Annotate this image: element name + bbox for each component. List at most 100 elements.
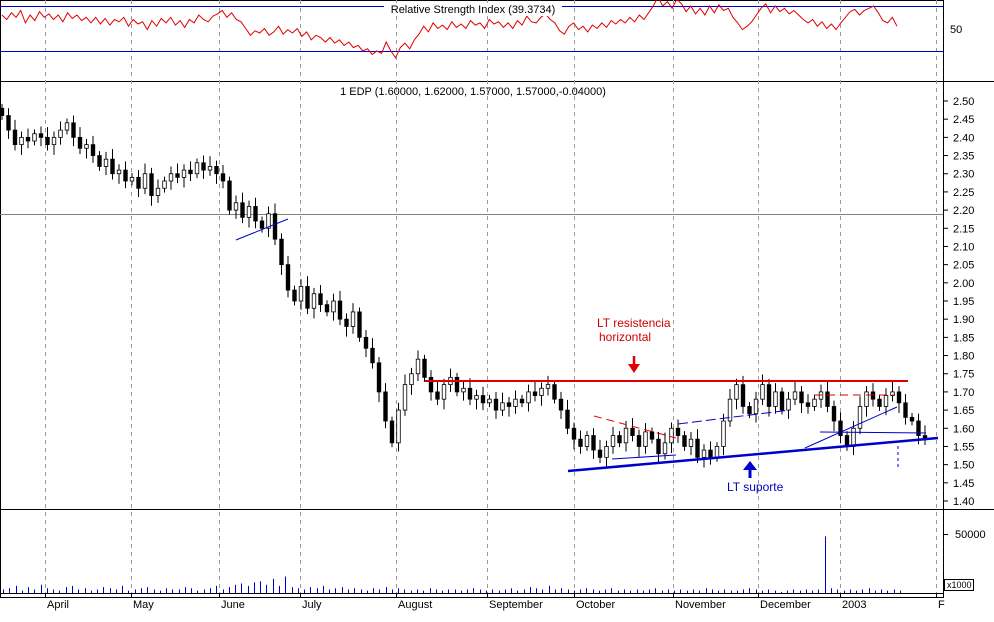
resistance-label-line2: horizontal (599, 330, 651, 344)
candle-body (688, 438, 694, 447)
candle-body (64, 122, 70, 131)
candle-body (194, 162, 200, 175)
candle-body (136, 176, 141, 189)
minor-resist-1 (593, 415, 677, 439)
price-tick-label: 2.50 (953, 96, 974, 108)
candle-body (760, 384, 765, 400)
candle-body (376, 362, 382, 393)
candle-body (818, 391, 824, 400)
candle-body (363, 336, 369, 349)
candle-body (773, 391, 778, 407)
price-tick-label: 1.90 (953, 314, 974, 326)
month-label: December (760, 599, 811, 611)
candle-body (266, 213, 271, 229)
candle-body (149, 173, 154, 196)
candle-body (831, 406, 837, 422)
candle-body (539, 387, 544, 396)
candle-body (344, 318, 349, 327)
candle-body (721, 420, 726, 447)
candle-body (246, 206, 252, 218)
candle-body (214, 166, 219, 175)
candle-body (558, 398, 564, 411)
candle-body (58, 129, 63, 138)
minor-trendline-4 (804, 406, 898, 449)
price-tick-label: 2.45 (953, 114, 974, 126)
candle-body (402, 384, 408, 411)
volume-unit-box (944, 579, 974, 591)
candle-body (467, 387, 473, 400)
candle-body (129, 176, 135, 182)
price-tick-label: 1.40 (953, 496, 974, 508)
candle-body (0, 107, 5, 116)
candle-body (415, 358, 421, 375)
candle-body (305, 286, 310, 309)
price-tick-label: 1.55 (953, 441, 974, 453)
candle-body (727, 398, 733, 422)
price-tick-label: 1.45 (953, 478, 974, 490)
candle-body (181, 169, 187, 178)
candle-body (298, 286, 304, 302)
candle-body (864, 391, 869, 407)
candle-body (903, 402, 908, 418)
candle-body (584, 435, 590, 447)
candle-body (493, 398, 499, 411)
candle-body (428, 376, 434, 393)
candle-body (825, 391, 830, 407)
candle-body (253, 206, 258, 222)
candle-body (188, 169, 193, 175)
month-label: November (675, 599, 726, 611)
candle-body (630, 427, 635, 436)
candle-body (753, 398, 759, 415)
chart-frame (0, 0, 994, 598)
month-label: August (398, 599, 432, 611)
month-gridlines (45, 0, 937, 593)
candle-body (435, 391, 440, 400)
support-arrow (743, 461, 757, 478)
volume-y-tick: 50000 (955, 529, 986, 541)
month-label: 2003 (842, 599, 866, 611)
price-tick-label: 1.60 (953, 423, 974, 435)
price-tick-label: 2.40 (953, 132, 974, 144)
candle-body (422, 358, 427, 378)
candle-body (805, 402, 811, 407)
candle-body (610, 435, 616, 447)
candle-body (292, 289, 297, 302)
candle-body (656, 438, 661, 455)
candle-body (799, 391, 804, 404)
candle-body (38, 133, 44, 138)
candle-body (324, 304, 330, 313)
price-tick-label: 2.00 (953, 278, 974, 290)
price-tick-label: 1.65 (953, 405, 974, 417)
candle-body (168, 173, 174, 182)
candle-body (734, 384, 739, 400)
candle-body (695, 438, 700, 458)
candle-body (513, 398, 518, 407)
candle-body (220, 173, 226, 182)
candle-body (766, 384, 772, 407)
candle-body (779, 391, 785, 411)
candle-body (838, 420, 843, 436)
candle-body (786, 398, 791, 411)
candle-body (441, 384, 447, 400)
price-panel: 1 EDP (1.60000, 1.62000, 1.57000, 1.5700… (0, 86, 974, 508)
candle-body (649, 431, 655, 440)
candle-body (857, 406, 863, 429)
candle-body (357, 311, 362, 338)
candle-body (454, 376, 460, 393)
candle-body (32, 133, 37, 142)
candle-body (123, 169, 128, 182)
rsi-line (1, 0, 898, 59)
candle-body (240, 202, 245, 218)
price-tick-label: 2.15 (953, 223, 974, 235)
price-tick-label: 1.80 (953, 351, 974, 363)
candle-body (591, 435, 596, 451)
price-tick-label: 2.20 (953, 205, 974, 217)
candle-body (792, 391, 798, 400)
candle-body (201, 162, 206, 171)
candle-body (318, 293, 323, 306)
candle-body (272, 213, 278, 240)
month-label: April (47, 599, 69, 611)
candle-body (162, 180, 167, 189)
candle-body (155, 187, 161, 196)
candle-body (883, 395, 889, 407)
